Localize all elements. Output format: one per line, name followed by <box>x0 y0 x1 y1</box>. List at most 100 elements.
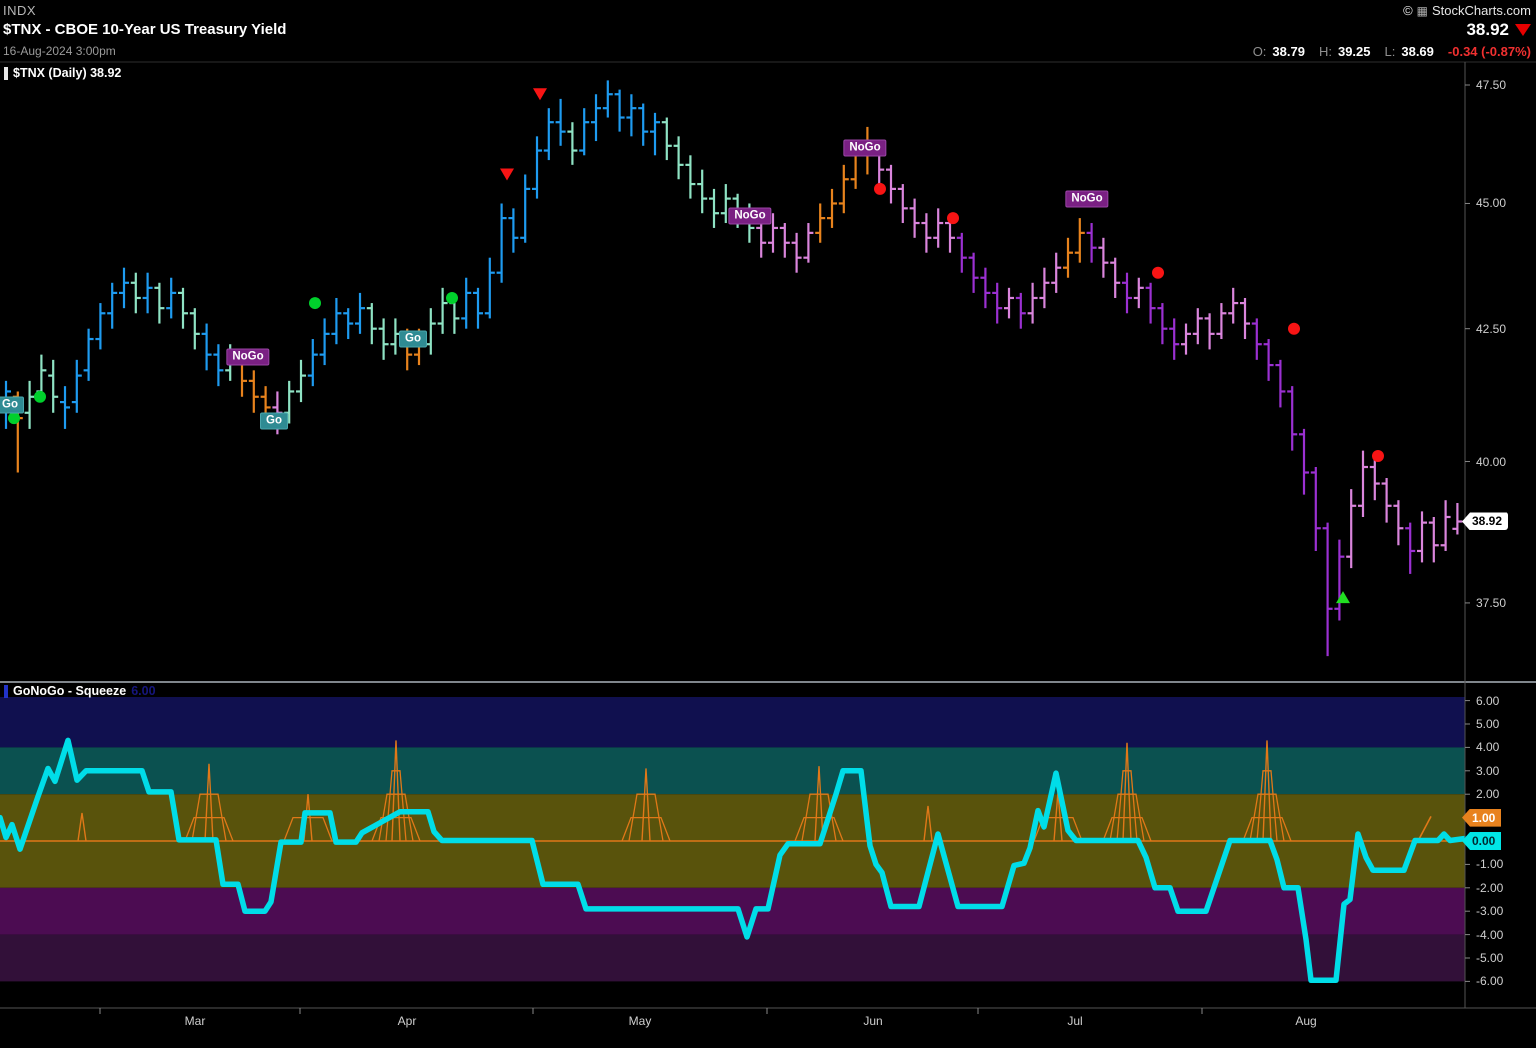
red-signal-dot <box>947 212 959 225</box>
go-badge: Go <box>399 330 427 348</box>
price-axis-label: 45.00 <box>1476 196 1507 211</box>
red-signal-dot <box>1372 450 1384 463</box>
brand-line: © ▦ StockCharts.com <box>1403 3 1531 18</box>
squeeze-spike-peak <box>641 768 651 842</box>
squeeze-spike-peak <box>814 766 824 842</box>
change-value: -0.34 (-0.87%) <box>1447 44 1531 59</box>
squeeze-spike-level <box>371 816 421 842</box>
osc-axis-label: 3.00 <box>1476 763 1500 778</box>
squeeze-spike-level <box>1249 793 1285 842</box>
green-signal-dot <box>309 297 321 310</box>
gonogo-oscillator-line <box>0 737 1467 983</box>
squeeze-spike-level <box>385 770 407 842</box>
squeeze-spike-level <box>184 816 234 842</box>
price-axis-label: 42.50 <box>1476 321 1507 336</box>
open-value: 38.79 <box>1272 44 1305 59</box>
price-axis-label: 47.50 <box>1476 78 1507 92</box>
legend-marker-icon <box>4 66 8 80</box>
last-price-axis-badge: 38.92 <box>1462 512 1509 531</box>
squeeze-spike-level <box>191 793 227 842</box>
exchange-label: INDX <box>3 3 37 18</box>
gonogo-band <box>0 747 1465 795</box>
osc-axis-label: 5.00 <box>1476 717 1500 731</box>
gonogo-band <box>0 934 1465 982</box>
brand-name: StockCharts.com <box>1432 3 1531 18</box>
osc-axis-label: 6.00 <box>1476 693 1500 708</box>
osc-axis-label: 2.00 <box>1476 787 1500 802</box>
squeeze-spike-level <box>283 816 333 842</box>
squeeze-spike-level <box>628 793 664 842</box>
squeeze-spike-peak <box>204 763 214 842</box>
chart-timestamp: 16-Aug-2024 3:00pm <box>3 44 116 58</box>
osc-axis-label: -5.00 <box>1476 951 1504 965</box>
squeeze-spike-level <box>621 816 671 842</box>
squeeze-spike-peak <box>1122 742 1132 842</box>
nogo-badge: NoGo <box>728 207 772 225</box>
nogo-badge: NoGo <box>843 139 887 157</box>
squeeze-spike-peak <box>77 812 87 842</box>
indicator-panel-legend: GoNoGo - Squeeze 6.00 <box>4 684 156 698</box>
osc-axis-label: 4.00 <box>1476 740 1500 755</box>
last-price: 38.92 <box>1466 20 1509 39</box>
stockcharts-logo-icon: ▦ <box>1416 3 1429 18</box>
osc-axis-label: -3.00 <box>1476 904 1504 919</box>
open-label: O: <box>1252 44 1267 59</box>
squeeze-spike-level <box>1116 770 1138 842</box>
price-axis-label: 40.00 <box>1476 454 1507 469</box>
squeeze-spike-level <box>1242 816 1292 842</box>
month-label-apr[interactable]: Apr <box>397 1014 417 1028</box>
red-signal-dot <box>1152 266 1164 279</box>
green-up-triangle <box>1336 591 1350 604</box>
high-value: 39.25 <box>1337 44 1371 59</box>
squeeze-spike-level <box>1033 816 1083 842</box>
nogo-badge: NoGo <box>1065 190 1109 208</box>
indicator-legend-text: GoNoGo - Squeeze <box>13 684 127 698</box>
indicator-legend-marker-icon <box>4 684 8 698</box>
ohlc-readout: O: 38.79 H: 39.25 L: 38.69 -0.34 (-0.87%… <box>1253 44 1531 59</box>
squeeze-value-axis-badge: 1.00 <box>1462 808 1502 827</box>
squeeze-end-ramp <box>1417 816 1432 842</box>
last-price-line: 38.92 <box>1466 20 1531 40</box>
month-label-jun[interactable]: Jun <box>863 1014 883 1028</box>
page-title: $TNX - CBOE 10-Year US Treasury Yield <box>3 21 287 38</box>
oscillator-value-axis-badge: 0.00 <box>1462 832 1502 850</box>
squeeze-spike-level <box>794 816 844 842</box>
price-axis-label: 37.50 <box>1476 595 1507 610</box>
nogo-badge: NoGo <box>226 348 270 366</box>
squeeze-spike-level <box>378 793 414 842</box>
low-value: 38.69 <box>1401 44 1434 59</box>
squeeze-spike-level <box>801 793 837 842</box>
go-badge: Go <box>0 396 24 414</box>
squeeze-spike-peak <box>391 740 401 842</box>
month-label-mar[interactable]: Mar <box>184 1014 206 1028</box>
month-label-may[interactable]: May <box>628 1014 652 1028</box>
low-label: L: <box>1384 44 1396 59</box>
go-badge: Go <box>260 412 288 430</box>
green-signal-dot <box>8 412 20 425</box>
osc-axis-label: -6.00 <box>1476 974 1504 989</box>
osc-axis-label: -4.00 <box>1476 927 1504 942</box>
green-signal-dot <box>34 390 46 403</box>
main-panel-legend: $TNX (Daily) 38.92 <box>4 66 121 80</box>
month-label-aug[interactable]: Aug <box>1295 1014 1317 1028</box>
red-down-triangle <box>533 88 547 101</box>
squeeze-spike-level <box>1256 770 1278 842</box>
red-down-triangle <box>500 168 514 181</box>
squeeze-spike-level <box>1109 793 1145 842</box>
month-label-jul[interactable]: Jul <box>1067 1014 1083 1028</box>
main-legend-text: $TNX (Daily) 38.92 <box>13 66 122 80</box>
price-down-arrow-icon <box>1515 24 1531 36</box>
squeeze-spike-peak <box>1262 740 1272 842</box>
osc-axis-label: -2.00 <box>1476 880 1504 895</box>
osc-axis-label: -1.00 <box>1476 857 1504 872</box>
gonogo-band <box>0 697 1465 748</box>
red-signal-dot <box>1288 322 1300 335</box>
copyright-symbol: © <box>1403 3 1413 18</box>
high-label: H: <box>1318 44 1332 59</box>
indicator-legend-value: 6.00 <box>131 684 156 698</box>
squeeze-spike-level <box>1102 816 1152 842</box>
red-signal-dot <box>874 182 886 195</box>
squeeze-spike-peak <box>923 805 933 842</box>
